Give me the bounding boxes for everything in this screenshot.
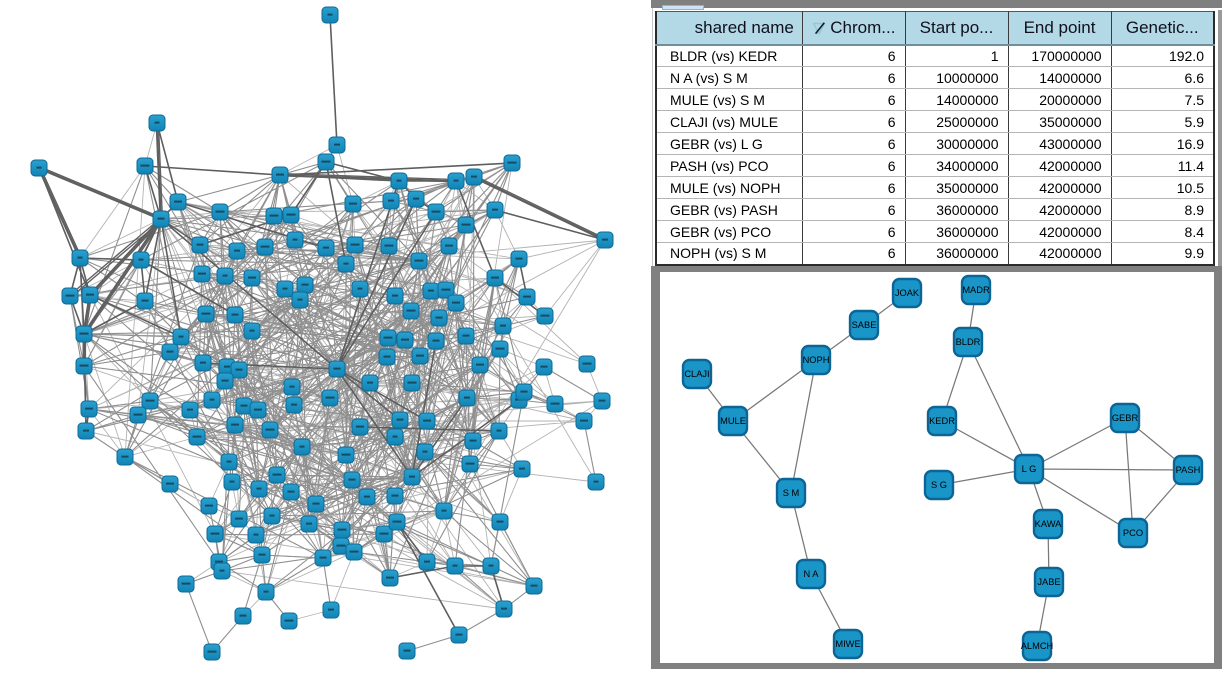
svg-text:S M: S M: [783, 488, 800, 498]
svg-text:MIWE: MIWE: [835, 639, 860, 649]
svg-text:KAWA: KAWA: [1035, 519, 1062, 529]
svg-text:NOPH: NOPH: [803, 355, 830, 365]
svg-text:BLDR: BLDR: [956, 337, 981, 347]
svg-text:GEBR: GEBR: [1112, 413, 1139, 423]
svg-text:MADR: MADR: [962, 285, 990, 295]
svg-text:MULE: MULE: [720, 416, 746, 426]
svg-text:SABE: SABE: [852, 320, 877, 330]
svg-text:CLAJI: CLAJI: [684, 369, 709, 379]
svg-text:JOAK: JOAK: [895, 288, 920, 298]
svg-text:KEDR: KEDR: [929, 416, 955, 426]
svg-text:PCO: PCO: [1123, 528, 1143, 538]
svg-text:JABE: JABE: [1037, 577, 1060, 587]
svg-text:L G: L G: [1022, 464, 1037, 474]
svg-text:N A: N A: [804, 569, 820, 579]
svg-text:PASH: PASH: [1176, 465, 1201, 475]
svg-text:S G: S G: [931, 480, 947, 490]
svg-text:ALMCH: ALMCH: [1021, 641, 1054, 651]
